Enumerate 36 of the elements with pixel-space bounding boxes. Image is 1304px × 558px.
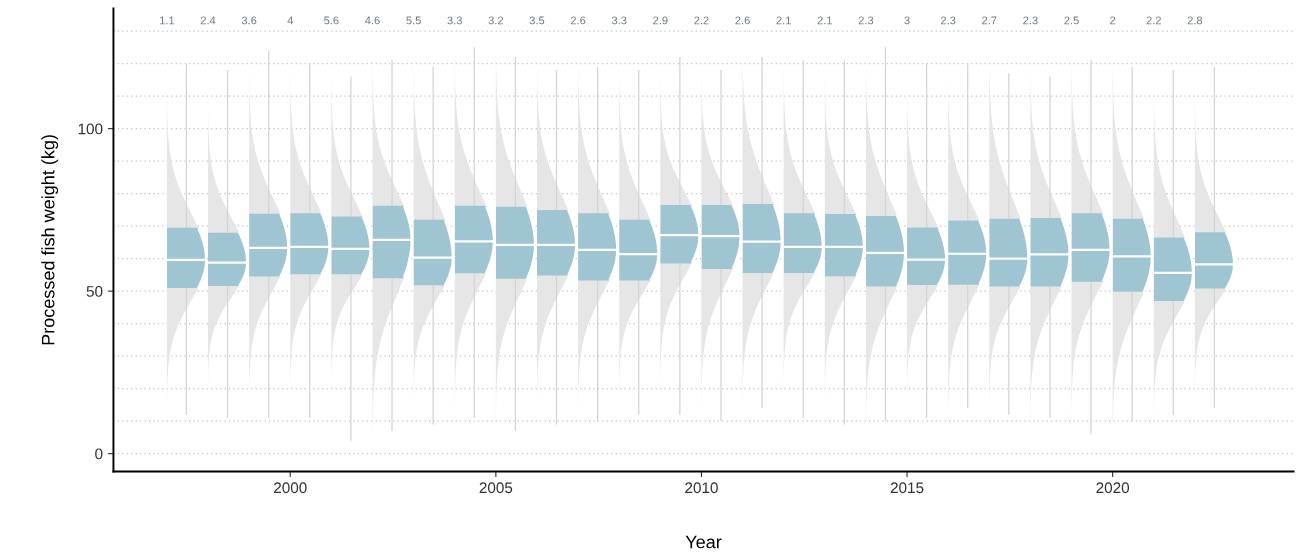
annotation: 3.2 [488,16,504,25]
annotation: 2.8 [1187,16,1203,25]
annotation: 2.6 [735,16,750,25]
annotation: 2.1 [776,16,791,25]
annotation: 2.4 [200,16,216,25]
annotation: 2.5 [1064,16,1079,25]
annotation: 3.3 [447,16,462,25]
annotation: 1.1 [160,16,175,25]
x-tick-label: 2015 [890,482,924,494]
y-tick-label: 100 [78,123,103,135]
annotation: 2.1 [817,16,832,25]
x-tick-label: 2005 [479,482,513,494]
x-tick-label: 2010 [685,482,718,494]
annotation: 2.2 [694,16,709,25]
annotation: 3.5 [529,16,545,25]
annotation: 5.6 [324,16,339,25]
annotation: 3 [904,16,910,25]
x-axis-title: Year [685,535,722,549]
annotation: 2 [1110,16,1116,25]
y-axis-title: Processed fish weight (kg) [41,135,59,345]
annotation: 2.2 [1146,16,1161,25]
x-tick-label: 2020 [1096,482,1130,494]
annotation: 2.6 [570,16,586,25]
annotation: 4.6 [365,16,380,25]
annotation: 5.5 [406,16,421,25]
annotation: 4 [287,16,294,25]
annotation: 2.3 [858,16,874,25]
annotation: 2.7 [982,16,997,25]
annotation: 3.3 [611,16,627,25]
annotation: 2.3 [1023,16,1038,25]
annotation: 3.6 [241,16,257,25]
annotation: 2.9 [653,16,668,25]
x-tick-label: 2000 [274,482,307,494]
y-tick-label: 0 [95,448,103,460]
y-tick-label: 50 [86,286,103,297]
annotation: 2.3 [941,16,956,25]
